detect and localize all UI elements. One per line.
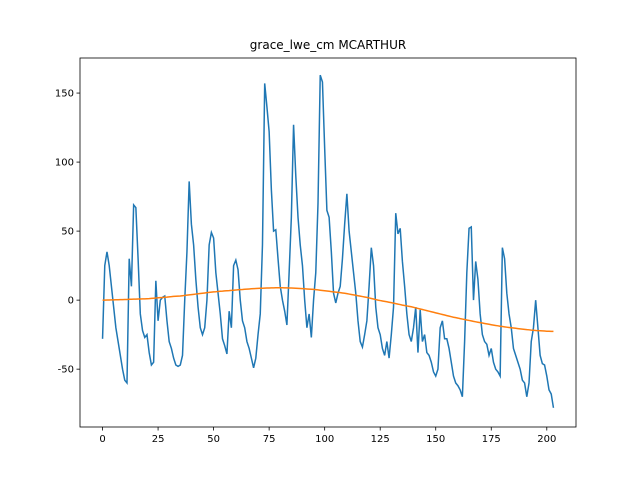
x-tick-label: 125 xyxy=(371,434,390,445)
x-tick-label: 75 xyxy=(263,434,276,445)
x-tick-label: 25 xyxy=(152,434,165,445)
x-tick-label: 150 xyxy=(426,434,445,445)
y-tick-label: 0 xyxy=(68,296,74,307)
y-tick-label: 100 xyxy=(55,158,74,169)
x-tick-label: 0 xyxy=(99,434,105,445)
x-tick-label: 200 xyxy=(537,434,556,445)
x-tick-label: 175 xyxy=(482,434,501,445)
x-tick-label: 100 xyxy=(315,434,334,445)
plot-frame xyxy=(79,57,577,428)
y-tick-label: 150 xyxy=(55,89,74,100)
data-line xyxy=(102,286,554,333)
y-tick-label: 50 xyxy=(61,227,74,238)
x-tick-label: 50 xyxy=(207,434,220,445)
chart-title: grace_lwe_cm MCARTHUR xyxy=(250,38,406,52)
y-tick-label: -50 xyxy=(58,365,74,376)
data-line xyxy=(101,74,555,408)
